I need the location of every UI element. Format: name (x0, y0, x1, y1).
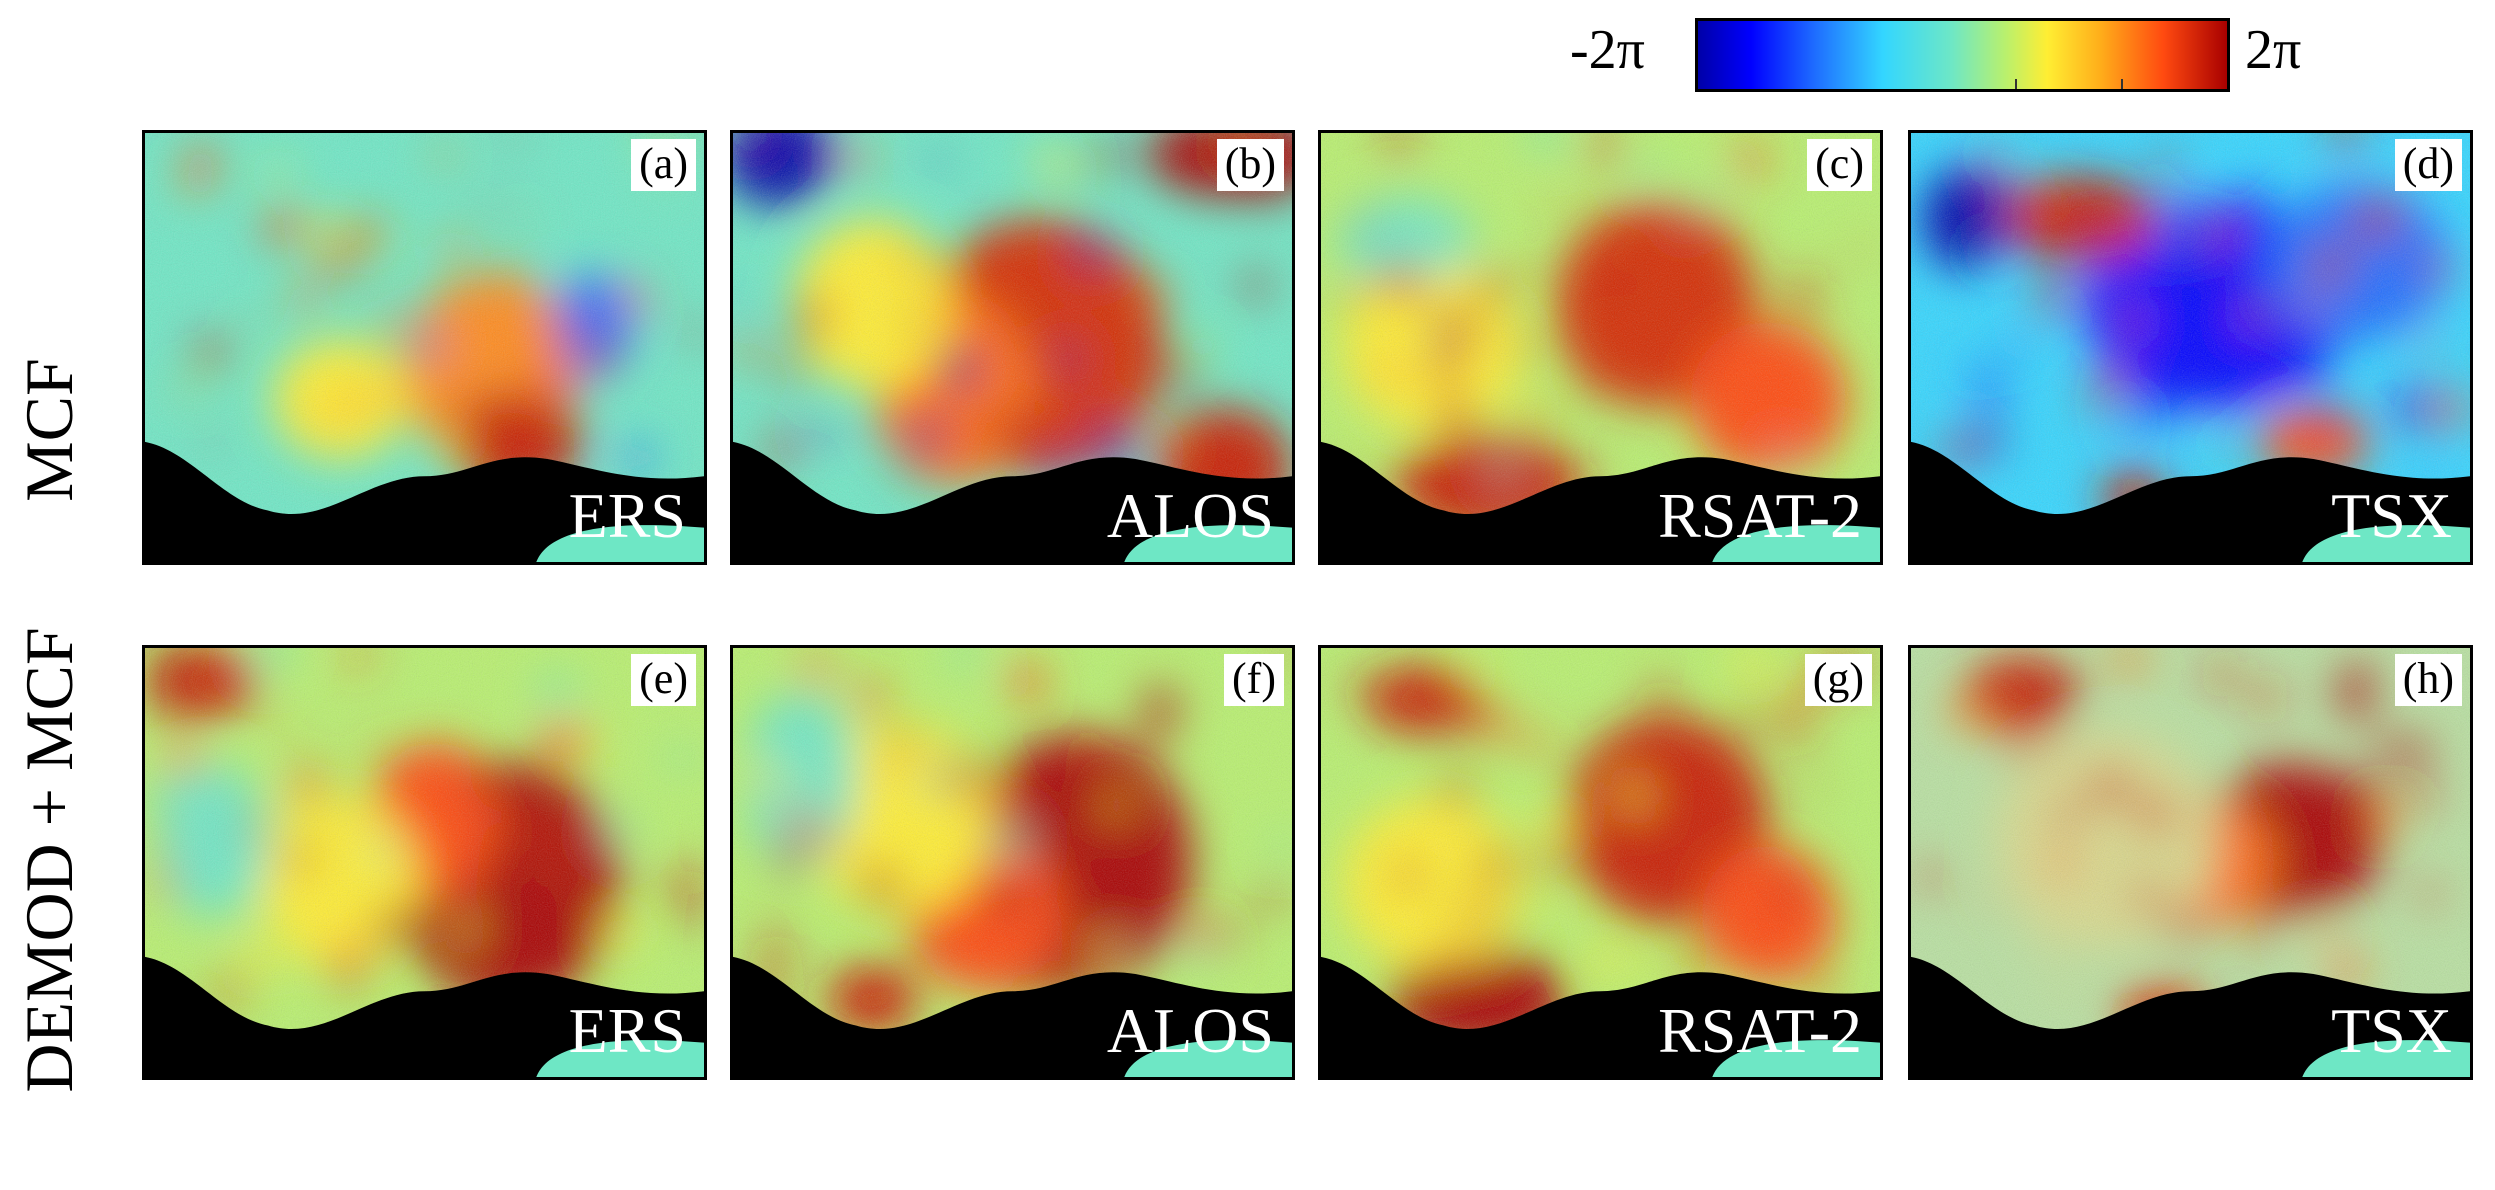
panel-sensor-label: ERS (568, 995, 686, 1066)
panel-sensor-label: TSX (2331, 995, 2452, 1066)
panel-letter: (f) (1224, 654, 1284, 706)
panel-letter: (g) (1804, 654, 1872, 706)
phase-colorbar: -2π 2π (1540, 10, 2480, 100)
interferogram-panel: (c) RSAT-2 (1318, 130, 1883, 565)
phase-map-image (733, 133, 1292, 562)
panel-sensor-label: ERS (568, 480, 686, 551)
water-mask (145, 956, 704, 1077)
panel-letter: (c) (1807, 139, 1872, 191)
water-mask (145, 441, 704, 562)
colorbar-min-label: -2π (1570, 19, 1645, 81)
phase-map-image (733, 648, 1292, 1077)
interferogram-panel: (d) TSX (1908, 130, 2473, 565)
phase-map-image (145, 648, 704, 1077)
interferogram-panel: (h) TSX (1908, 645, 2473, 1080)
water-mask (1321, 956, 1880, 1077)
panel-sensor-label: ALOS (1106, 480, 1274, 551)
panel-sensor-label: ALOS (1106, 995, 1274, 1066)
panel-sensor-label: RSAT-2 (1658, 480, 1862, 551)
colorbar-max-label: 2π (2245, 19, 2302, 81)
panel-letter: (h) (2394, 654, 2462, 706)
interferogram-panel: (a) ERS (142, 130, 707, 565)
water-mask (1911, 956, 2470, 1077)
water-mask (1321, 441, 1880, 562)
panel-sensor-label: TSX (2331, 480, 2452, 551)
colorbar-gradient (1695, 18, 2230, 92)
panel-letter: (d) (2394, 139, 2462, 191)
phase-map-image (145, 133, 704, 562)
colorbar-tick (2015, 79, 2018, 89)
panel-sensor-label: RSAT-2 (1658, 995, 1862, 1066)
interferogram-panel: (b) ALOS (730, 130, 1295, 565)
row-label-mcf: MCF (11, 358, 87, 502)
phase-map-image (1911, 133, 2470, 562)
panel-letter: (a) (631, 139, 696, 191)
panel-letter: (e) (631, 654, 696, 706)
phase-map-image (1321, 648, 1880, 1077)
interferogram-panel: (f) ALOS (730, 645, 1295, 1080)
phase-map-image (1911, 648, 2470, 1077)
phase-map-image (1321, 133, 1880, 562)
colorbar-tick (2121, 79, 2124, 89)
water-mask (733, 956, 1292, 1077)
water-mask (1911, 441, 2470, 562)
interferogram-panel: (e) ERS (142, 645, 707, 1080)
panel-letter: (b) (1216, 139, 1284, 191)
interferogram-panel: (g) RSAT-2 (1318, 645, 1883, 1080)
row-label-demod-mcf: DEMOD + MCF (11, 627, 87, 1093)
water-mask (733, 441, 1292, 562)
